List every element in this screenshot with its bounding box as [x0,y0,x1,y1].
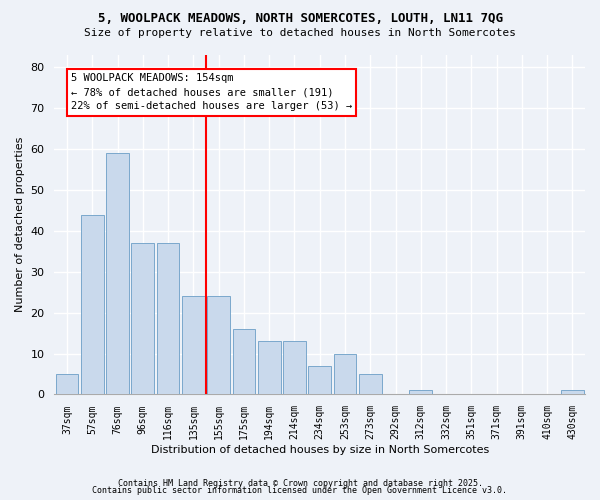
Bar [207,296,230,394]
Bar [131,243,154,394]
Bar [157,243,179,394]
Text: 5 WOOLPACK MEADOWS: 154sqm
← 78% of detached houses are smaller (191)
22% of sem: 5 WOOLPACK MEADOWS: 154sqm ← 78% of deta… [71,74,352,112]
Bar [258,342,281,394]
Bar [359,374,382,394]
Text: Contains public sector information licensed under the Open Government Licence v3: Contains public sector information licen… [92,486,508,495]
Text: Contains HM Land Registry data © Crown copyright and database right 2025.: Contains HM Land Registry data © Crown c… [118,478,482,488]
Bar [334,354,356,395]
Bar [182,296,205,394]
Bar [56,374,79,394]
Y-axis label: Number of detached properties: Number of detached properties [15,137,25,312]
Bar [106,153,129,394]
Text: 5, WOOLPACK MEADOWS, NORTH SOMERCOTES, LOUTH, LN11 7QG: 5, WOOLPACK MEADOWS, NORTH SOMERCOTES, L… [97,12,503,26]
Text: Size of property relative to detached houses in North Somercotes: Size of property relative to detached ho… [84,28,516,38]
Bar [561,390,584,394]
X-axis label: Distribution of detached houses by size in North Somercotes: Distribution of detached houses by size … [151,445,489,455]
Bar [233,329,255,394]
Bar [81,214,104,394]
Bar [308,366,331,394]
Bar [409,390,432,394]
Bar [283,342,306,394]
